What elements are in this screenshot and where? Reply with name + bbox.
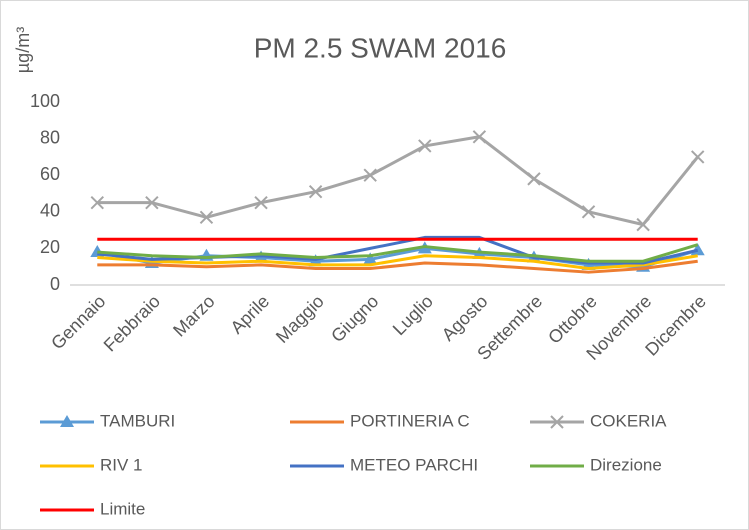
legend-item: METEO PARCHI — [290, 455, 478, 474]
marker — [691, 150, 705, 164]
legend-label: COKERIA — [590, 411, 667, 430]
legend-label: Direzione — [590, 455, 662, 474]
y-tick-label: 80 — [40, 127, 60, 147]
chart-title: PM 2.5 SWAM 2016 — [254, 32, 507, 63]
marker — [308, 184, 323, 199]
marker — [636, 217, 650, 232]
legend-item: Limite — [40, 499, 145, 518]
series-line — [97, 135, 699, 227]
y-axis-label: µg/m³ — [13, 27, 33, 73]
legend-item: PORTINERIA C — [290, 411, 470, 430]
y-tick-label: 100 — [30, 91, 60, 111]
marker — [254, 195, 268, 210]
marker — [472, 130, 487, 144]
legend-label: Limite — [100, 499, 145, 518]
marker — [363, 168, 377, 182]
series-line — [97, 254, 698, 271]
series-line — [97, 259, 698, 274]
legend-item: Direzione — [530, 455, 662, 474]
y-tick-label: 40 — [40, 201, 60, 221]
marker — [90, 195, 104, 210]
marker — [550, 415, 564, 429]
legend-label: METEO PARCHI — [350, 455, 478, 474]
marker — [418, 139, 432, 153]
legend-item: TAMBURI — [40, 411, 175, 430]
y-tick-label: 60 — [40, 164, 60, 184]
y-tick-label: 0 — [50, 274, 60, 294]
legend-item: COKERIA — [530, 411, 667, 430]
series-line — [97, 243, 699, 263]
legend-label: TAMBURI — [100, 411, 175, 430]
marker — [581, 205, 596, 219]
marker — [145, 195, 159, 210]
marker — [60, 415, 74, 427]
y-tick-label: 20 — [40, 237, 60, 257]
marker — [363, 252, 378, 265]
legend-label: RIV 1 — [100, 455, 143, 474]
legend-label: PORTINERIA C — [350, 411, 470, 430]
legend-item: RIV 1 — [40, 455, 143, 474]
marker — [199, 210, 214, 224]
marker — [527, 172, 541, 186]
